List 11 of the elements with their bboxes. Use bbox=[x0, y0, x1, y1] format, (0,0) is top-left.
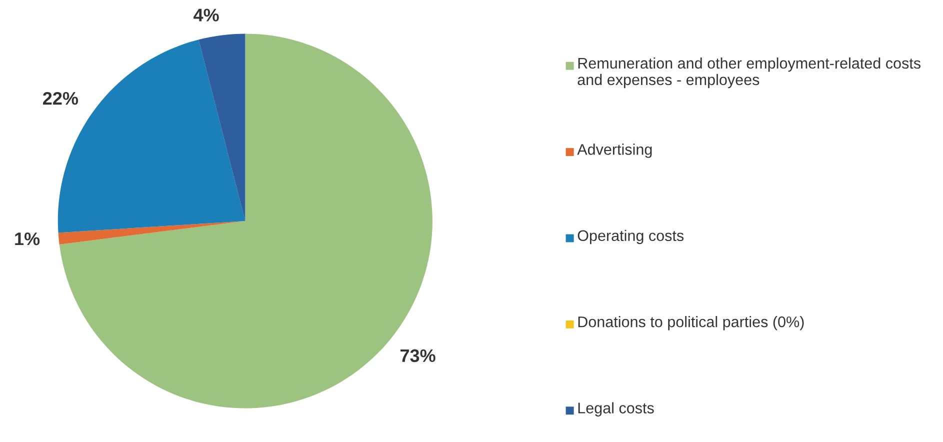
legend-label: Legal costs bbox=[578, 402, 654, 416]
legend-label: Operating costs bbox=[578, 230, 684, 244]
data-label: 1% bbox=[15, 232, 40, 246]
pie-slice bbox=[198, 34, 246, 221]
data-label: 73% bbox=[400, 349, 436, 362]
legend-label: Advertising bbox=[577, 144, 652, 158]
legend-label: Donations to political parties (0%) bbox=[578, 316, 804, 330]
data-label: 4% bbox=[194, 8, 219, 22]
data-label: 22% bbox=[43, 92, 78, 105]
legend-label: Remuneration and other employment-related costs and expenses - employees bbox=[578, 57, 920, 88]
pie-slice bbox=[58, 221, 246, 244]
